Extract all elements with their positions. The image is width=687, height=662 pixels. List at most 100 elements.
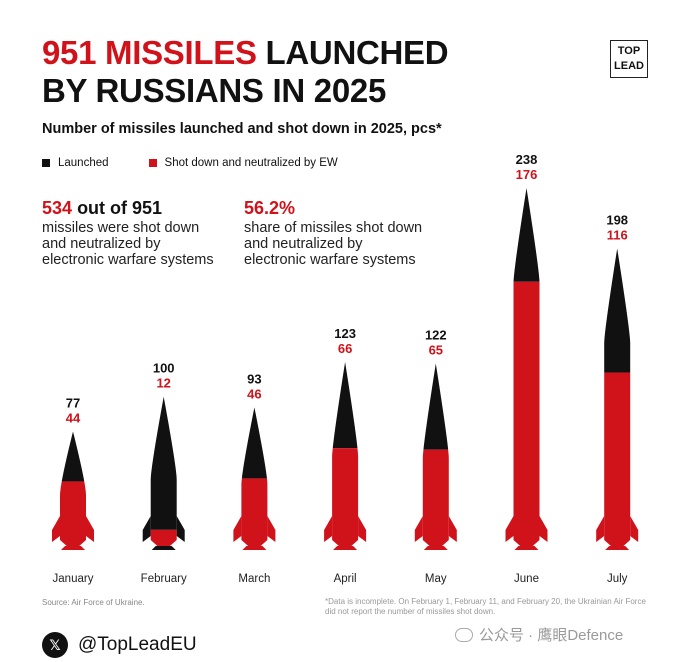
rocket-body-may [422,363,449,548]
handle-text: @TopLeadEU [78,634,197,655]
bar-shot-down-february [150,529,177,548]
fin-right-january [86,516,94,542]
fin-left-april [324,516,333,542]
fin-left-june [505,516,514,542]
toplead-logo: TOP LEAD [610,40,648,78]
legend-swatch-launched [42,159,50,167]
legend-label-shot-down: Shot down and neutralized by EW [164,157,338,169]
fin-left-may [414,516,423,542]
rocket-body-february [150,396,177,548]
legend-swatch-shot-down [148,159,157,167]
x-tick-label-june: June [514,573,539,585]
fin-right-june [539,516,548,542]
bar-launched-february [150,396,177,530]
stat-highlight: 534 [42,198,73,218]
watermark: 公众号 · 鹰眼Defence [455,624,623,645]
stat-rest: out of 951 [77,198,163,218]
bar-shot-down-july [604,372,631,548]
x-logo-icon: 𝕏 [42,632,68,658]
fin-left-march [233,516,242,542]
stat-block-shot-down-count: 534 out of 951 missiles were shot down a… [42,198,222,268]
rocket-body-july [604,248,631,548]
logo-line1: TOP [617,45,641,57]
data-footnote: *Data is incomplete. On February 1, Febr… [325,597,646,616]
bar-shot-down-march [241,478,268,548]
fin-right-july [630,516,639,542]
data-label-launched-june: 238 [516,152,538,167]
legend-label-launched: Launched [58,157,109,169]
x-tick-label-january: January [53,573,94,585]
title-line2: BY RUSSIANS IN 2025 [42,72,386,109]
nozzle-january [61,546,85,550]
logo-line2: LEAD [614,60,644,72]
title-rest: LAUNCHED [265,34,449,71]
nozzle-march [242,546,267,550]
fin-left-february [142,516,151,542]
nozzle-april [333,546,358,550]
data-label-launched-march: 93 [247,371,261,386]
bar-launched-march [241,407,268,479]
fin-left-january [52,516,60,542]
social-handle[interactable]: 𝕏 @TopLeadEU [42,632,197,658]
stat-highlight: 56.2% [244,198,296,218]
fin-right-march [267,516,276,542]
data-label-launched-april: 123 [334,326,356,341]
bar-launched-april [332,361,359,449]
title-highlight: 951 MISSILES [42,34,257,71]
bar-shot-down-june [513,281,540,548]
fin-right-may [448,516,457,542]
nozzle-july [605,546,630,550]
watermark-text: 公众号 · 鹰眼Defence [479,627,624,644]
data-label-launched-july: 198 [606,213,628,228]
fin-left-july [596,516,605,542]
nozzle-june [514,546,539,550]
data-label-launched-may: 122 [425,327,447,342]
bar-launched-july [604,248,631,373]
data-label-shot-down-april: 66 [338,341,352,356]
data-label-shot-down-march: 46 [247,386,261,401]
fin-right-april [358,516,367,542]
stat-description: missiles were shot down and neutralized … [42,220,214,268]
stat-block-share: 56.2% share of missiles shot down and ne… [244,198,424,268]
stat-headline: 534 out of 951 [42,198,222,219]
x-tick-label-april: April [334,573,357,585]
rocket-body-january [60,431,86,548]
bar-shot-down-april [332,448,359,548]
data-label-shot-down-july: 116 [607,228,628,243]
bar-launched-january [60,431,86,482]
wechat-icon [455,627,473,642]
bar-launched-june [513,188,540,282]
rocket-body-march [241,407,268,548]
legend: Launched Shot down and neutralized by EW [42,157,338,169]
stat-description: share of missiles shot down and neutrali… [244,220,423,268]
data-label-shot-down-february: 12 [156,376,170,391]
rocket-body-april [332,361,359,548]
fin-right-february [176,516,185,542]
nozzle-may [423,546,448,550]
data-label-shot-down-may: 65 [429,342,443,357]
x-tick-label-march: March [238,573,270,585]
bar-shot-down-may [422,449,449,548]
data-label-launched-january: 77 [66,396,80,411]
data-label-launched-february: 100 [153,361,175,376]
x-tick-label-july: July [607,573,628,585]
legend-item-shot-down: Shot down and neutralized by EW [148,157,338,169]
source-note: Source: Air Force of Ukraine. [42,598,145,607]
x-tick-label-may: May [425,573,447,585]
data-label-shot-down-june: 176 [516,167,538,182]
nozzle-february [151,546,176,550]
legend-item-launched: Launched [42,157,109,169]
chart-subtitle: Number of missiles launched and shot dow… [42,121,442,137]
chart-title: 951 MISSILES LAUNCHED BY RUSSIANS IN 202… [42,34,449,110]
bar-shot-down-january [60,481,86,548]
data-label-shot-down-january: 44 [66,411,81,426]
bar-launched-may [422,363,449,450]
